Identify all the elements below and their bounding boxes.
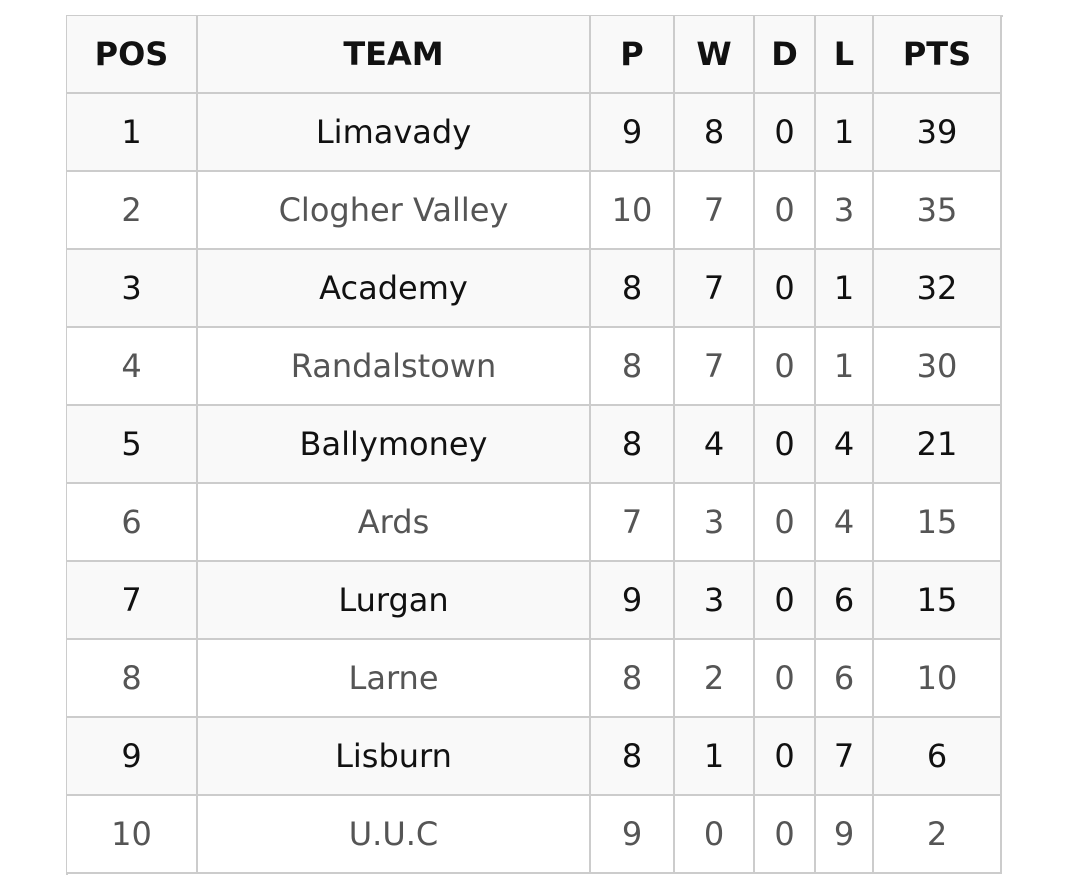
table-cell: 10 bbox=[67, 796, 198, 874]
table-cell: 8 bbox=[591, 718, 675, 796]
table-cell: Limavady bbox=[198, 94, 591, 172]
column-header: TEAM bbox=[198, 16, 591, 94]
table-cell: 9 bbox=[591, 796, 675, 874]
table-cell: Ballymoney bbox=[198, 406, 591, 484]
table-cell: 6 bbox=[67, 484, 198, 562]
table-cell: Lisburn bbox=[198, 718, 591, 796]
table-cell: 0 bbox=[675, 796, 755, 874]
table-cell: 0 bbox=[755, 172, 816, 250]
table-cell: 3 bbox=[675, 484, 755, 562]
table-cell: Academy bbox=[198, 250, 591, 328]
table-cell: 7 bbox=[675, 328, 755, 406]
table-cell: U.U.C bbox=[198, 796, 591, 874]
column-header: L bbox=[816, 16, 874, 94]
table-cell: 0 bbox=[755, 640, 816, 718]
table-cell: 15 bbox=[874, 562, 1002, 640]
table-cell: 7 bbox=[675, 250, 755, 328]
table-cell: 0 bbox=[755, 406, 816, 484]
column-header: PTS bbox=[874, 16, 1002, 94]
table-cell: 8 bbox=[591, 640, 675, 718]
column-header: W bbox=[675, 16, 755, 94]
table-cell: 9 bbox=[67, 718, 198, 796]
table-cell: 35 bbox=[874, 172, 1002, 250]
table-cell: 32 bbox=[874, 250, 1002, 328]
column-header: P bbox=[591, 16, 675, 94]
table-cell: 39 bbox=[874, 94, 1002, 172]
table-cell: 2 bbox=[67, 172, 198, 250]
table-cell: 10 bbox=[591, 172, 675, 250]
table-cell: 0 bbox=[755, 250, 816, 328]
table-cell: 1 bbox=[816, 328, 874, 406]
table-cell: 5 bbox=[67, 406, 198, 484]
table-cell: 0 bbox=[755, 796, 816, 874]
table-cell: 0 bbox=[755, 718, 816, 796]
table-cell: 3 bbox=[675, 562, 755, 640]
table-cell: 9 bbox=[816, 796, 874, 874]
table-cell: 4 bbox=[675, 406, 755, 484]
table-cell: 8 bbox=[675, 94, 755, 172]
table-cell: Larne bbox=[198, 640, 591, 718]
table-cell: 1 bbox=[816, 250, 874, 328]
table-cell: 7 bbox=[591, 484, 675, 562]
table-cell: 4 bbox=[67, 328, 198, 406]
table-cell: 6 bbox=[874, 718, 1002, 796]
column-header: POS bbox=[67, 16, 198, 94]
table-cell: 30 bbox=[874, 328, 1002, 406]
table-cell: 15 bbox=[874, 484, 1002, 562]
table-cell: 8 bbox=[67, 640, 198, 718]
table-cell: 1 bbox=[67, 94, 198, 172]
table-cell: 6 bbox=[816, 640, 874, 718]
table-cell: 9 bbox=[591, 562, 675, 640]
table-cell: 2 bbox=[874, 796, 1002, 874]
table-cell: 21 bbox=[874, 406, 1002, 484]
table-cell: 7 bbox=[816, 718, 874, 796]
table-cell: 0 bbox=[755, 94, 816, 172]
table-cell: 3 bbox=[67, 250, 198, 328]
table-cell: Lurgan bbox=[198, 562, 591, 640]
table-cell: 0 bbox=[755, 328, 816, 406]
column-header: D bbox=[755, 16, 816, 94]
table-cell: 10 bbox=[874, 640, 1002, 718]
table-cell: Randalstown bbox=[198, 328, 591, 406]
table-cell: Clogher Valley bbox=[198, 172, 591, 250]
table-cell: 0 bbox=[755, 484, 816, 562]
table-cell: 2 bbox=[675, 640, 755, 718]
table-cell: 1 bbox=[816, 94, 874, 172]
table-cell: 9 bbox=[591, 94, 675, 172]
table-cell: 8 bbox=[591, 406, 675, 484]
table-cell: 7 bbox=[67, 562, 198, 640]
table-cell: Ards bbox=[198, 484, 591, 562]
table-cell: 8 bbox=[591, 250, 675, 328]
table-cell: 4 bbox=[816, 484, 874, 562]
table-cell: 1 bbox=[675, 718, 755, 796]
table-cell: 0 bbox=[755, 562, 816, 640]
table-cell: 3 bbox=[816, 172, 874, 250]
table-cell: 7 bbox=[675, 172, 755, 250]
table-cell: 4 bbox=[816, 406, 874, 484]
table-cell: 8 bbox=[591, 328, 675, 406]
table-cell: 6 bbox=[816, 562, 874, 640]
